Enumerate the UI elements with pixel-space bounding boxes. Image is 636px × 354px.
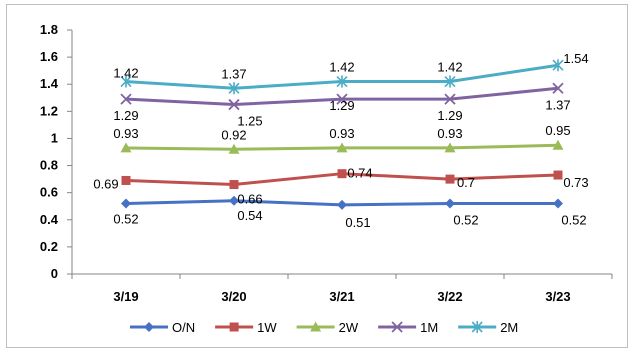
data-point-2w [120,142,132,153]
data-label-1m: 1.25 [237,114,262,129]
data-label-2m: 1.54 [563,51,588,66]
data-label-1w: 0.69 [93,176,118,191]
data-point-1w [337,169,347,179]
x-tick-label: 3/21 [329,289,354,304]
data-label-o-n: 0.51 [345,215,370,230]
y-tick-label: 1 [51,130,58,145]
x-tick-label: 3/23 [545,289,570,304]
data-point-2w [228,143,240,154]
x-tick-label: 3/20 [221,289,246,304]
data-point-1m [120,93,132,105]
data-label-o-n: 0.52 [453,213,478,228]
y-tick-label: 1.4 [40,76,59,91]
data-point-2m [444,75,456,88]
data-point-2m [552,59,564,72]
data-label-1w: 0.7 [457,175,475,190]
legend-label-o-n: O/N [172,320,195,335]
data-point-2w [336,142,348,153]
y-tick-label: 0.6 [40,185,58,200]
legend-marker-1w [229,322,239,332]
x-tick-label: 3/22 [437,289,462,304]
legend-label-1w: 1W [257,320,277,335]
y-tick-label: 1.2 [40,103,58,118]
data-label-2m: 1.42 [329,60,354,75]
legend-marker-1m [391,321,403,333]
data-point-1m [228,98,240,111]
data-label-2w: 0.93 [329,126,354,141]
data-point-1w [553,170,563,180]
data-label-o-n: 0.54 [237,208,262,223]
data-label-1m: 1.29 [113,108,138,123]
data-point-1w [229,180,239,190]
data-label-1m: 1.37 [545,97,570,112]
data-point-1w [121,175,131,185]
y-tick-label: 1.6 [40,49,58,64]
data-label-2w: 0.93 [113,126,138,141]
y-tick-label: 0.8 [40,158,58,173]
y-tick-label: 1.8 [40,22,58,37]
data-point-2w [444,142,456,153]
data-label-1m: 1.29 [329,98,354,113]
data-point-2m [228,82,240,95]
data-label-2w: 0.92 [221,127,246,142]
data-label-1w: 0.74 [347,166,372,181]
data-label-o-n: 0.52 [561,213,586,228]
data-label-1w: 0.66 [237,192,262,207]
data-point-o-n [553,198,563,209]
data-point-1m [444,93,456,105]
data-label-1m: 1.29 [437,108,462,123]
data-label-o-n: 0.52 [113,212,138,227]
legend-label-2w: 2W [339,320,359,335]
data-point-1m [336,93,348,105]
legend-marker-2w [310,321,322,332]
data-point-1w [445,174,455,184]
data-point-2w [552,139,564,150]
legend-marker-o-n [144,322,154,332]
data-point-1m [552,82,564,94]
y-tick-label: 0.4 [40,212,59,227]
data-label-2w: 0.93 [437,126,462,141]
data-label-2m: 1.42 [437,60,462,75]
data-label-1w: 0.73 [563,175,588,190]
y-tick-label: 0 [51,266,58,281]
data-point-o-n [337,199,347,210]
data-point-o-n [445,198,455,209]
legend-label-2m: 2M [500,320,518,335]
x-tick-label: 3/19 [113,289,138,304]
legend-marker-2m [471,321,483,333]
data-label-2w: 0.95 [545,123,570,138]
data-label-2m: 1.37 [221,66,246,81]
y-tick-label: 0.2 [40,239,58,254]
data-point-o-n [229,195,239,206]
data-point-o-n [121,198,131,209]
data-point-2m [336,75,348,88]
legend-label-1m: 1M [420,320,438,335]
data-label-2m: 1.42 [113,66,138,81]
data-point-2m [120,75,132,88]
